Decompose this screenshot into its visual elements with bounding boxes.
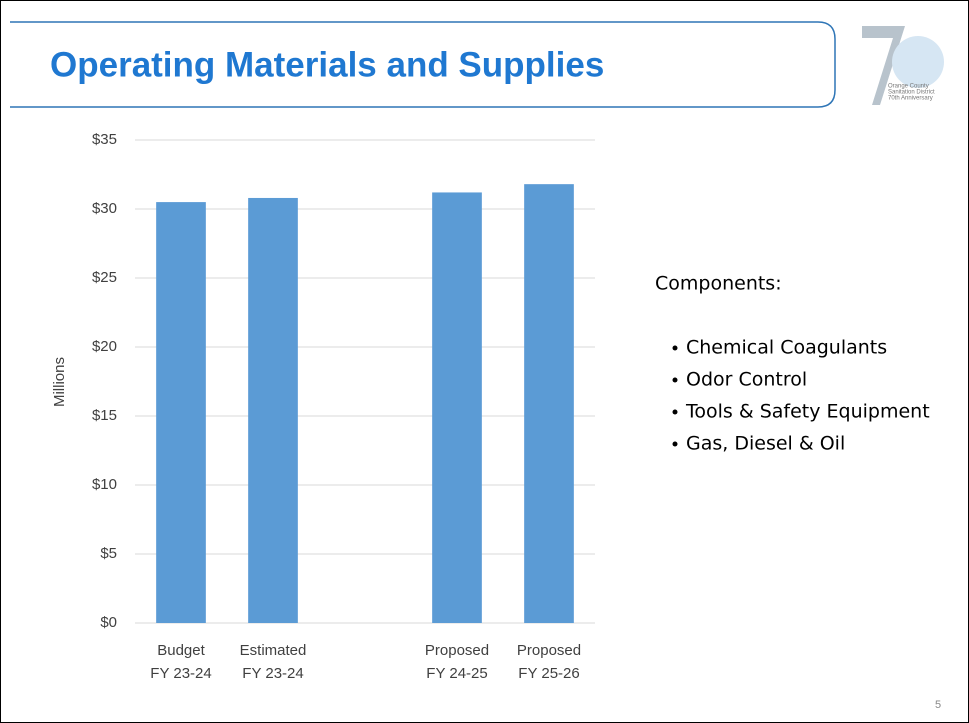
y-tick-label: $35 — [92, 131, 117, 148]
bullet-text: Chemical Coagulants — [686, 337, 887, 359]
logo-text: 70th Anniversary — [888, 96, 933, 102]
bullet-dot — [672, 441, 678, 447]
y-tick-label: $5 — [100, 545, 117, 562]
x-tick-label: FY 24-25 — [426, 665, 487, 682]
bullet-text: Odor Control — [686, 369, 807, 391]
bullet-dot — [672, 409, 678, 415]
y-tick-label: $0 — [100, 614, 117, 631]
x-tick-label: FY 23-24 — [242, 665, 303, 682]
bullet-dot — [672, 377, 678, 383]
logo: Orange County Sanitation District 70th A… — [862, 26, 944, 105]
x-tick-label: FY 25-26 — [518, 665, 579, 682]
x-tick-label: Proposed — [517, 642, 581, 659]
logo-seven — [862, 26, 905, 105]
bar — [248, 197, 298, 623]
y-tick-label: $30 — [92, 200, 117, 217]
bar — [156, 202, 206, 623]
bar — [524, 184, 574, 623]
x-tick-label: Budget — [157, 642, 205, 659]
bullet-text: Tools & Safety Equipment — [685, 401, 930, 423]
logo-text: Orange County — [888, 84, 929, 90]
y-tick-label: $10 — [92, 476, 117, 493]
page-number: 5 — [935, 699, 941, 711]
chart-title: Operating Materials and Supplies — [50, 45, 604, 84]
y-tick-label: $15 — [92, 407, 117, 424]
y-tick-label: $25 — [92, 269, 117, 286]
logo-text: Sanitation District — [888, 90, 935, 96]
y-axis-label: Millions — [51, 357, 68, 407]
side-heading: Components: — [655, 273, 782, 295]
bullet-text: Gas, Diesel & Oil — [686, 433, 845, 455]
logo-circle — [892, 36, 944, 88]
title-frame — [10, 21, 836, 108]
bullet-dot — [672, 345, 678, 351]
y-tick-label: $20 — [92, 338, 117, 355]
x-tick-label: Proposed — [425, 642, 489, 659]
x-tick-label: FY 23-24 — [150, 665, 211, 682]
bar — [432, 192, 482, 623]
x-tick-label: Estimated — [240, 642, 307, 659]
